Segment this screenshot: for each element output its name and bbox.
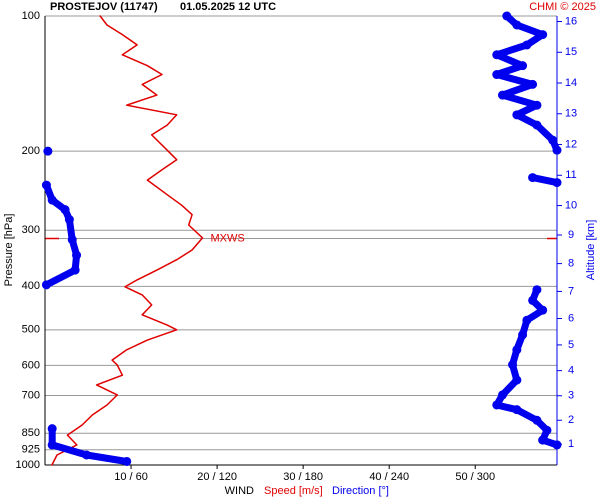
direction-point [512, 110, 522, 120]
y2-tick-label: 4 [568, 365, 574, 377]
direction-point [528, 173, 538, 183]
direction-point [47, 440, 57, 450]
y-tick-label: 925 [22, 444, 40, 456]
direction-point [542, 425, 552, 435]
direction-point [532, 120, 542, 130]
direction-point [122, 456, 132, 466]
direction-point [522, 40, 532, 50]
y-axis-label: Pressure [hPa] [3, 214, 15, 287]
direction-point [528, 79, 538, 89]
y2-tick-label: 1 [568, 438, 574, 450]
direction-point [512, 20, 522, 30]
y2-tick-label: 13 [565, 108, 577, 120]
y2-tick-label: 11 [565, 169, 576, 181]
direction-point [548, 135, 558, 145]
x-tick-label: 20 / 120 [197, 471, 237, 483]
y2-tick-label: 14 [565, 77, 577, 89]
direction-point [492, 50, 502, 60]
direction-point [67, 235, 77, 245]
y2-tick-label: 9 [568, 229, 574, 241]
direction-point [492, 70, 502, 80]
x-axis-label: WIND [225, 485, 254, 497]
direction-point [532, 100, 542, 110]
y-tick-label: 500 [22, 324, 40, 336]
y2-tick-label: 3 [568, 390, 574, 402]
direction-line [42, 12, 561, 465]
direction-point [522, 315, 532, 325]
chart-subtitle: 01.05.2025 12 UTC [180, 1, 276, 13]
y-tick-label: 200 [22, 145, 40, 157]
speed-line [51, 15, 204, 466]
direction-point [538, 30, 548, 40]
direction-point [47, 195, 57, 205]
x-tick-label: 50 / 300 [455, 471, 495, 483]
direction-point [498, 90, 508, 100]
direction-point [64, 215, 74, 225]
y2-tick-label: 16 [565, 15, 577, 27]
direction-point [538, 435, 548, 445]
y-tick-label: 700 [22, 389, 40, 401]
direction-point [47, 424, 57, 434]
direction-point [512, 375, 522, 385]
x-tick-label: 10 / 60 [114, 471, 148, 483]
direction-point [43, 146, 53, 156]
direction-point [552, 145, 562, 155]
chart-title: PROSTEJOV (11747) [50, 1, 158, 13]
direction-point [41, 180, 51, 190]
direction-point [538, 305, 548, 315]
y2-tick-label: 7 [568, 285, 574, 297]
direction-point [498, 390, 508, 400]
y-tick-label: 850 [22, 427, 40, 439]
y2-tick-label: 15 [565, 46, 577, 58]
direction-point [492, 400, 502, 410]
y2-tick-label: 5 [568, 339, 574, 351]
direction-point [508, 360, 518, 370]
y2-tick-label: 2 [568, 414, 574, 426]
y-tick-label: 100 [22, 10, 40, 22]
legend-entry: Direction [°] [332, 485, 389, 497]
y2-tick-label: 6 [568, 312, 574, 324]
direction-point [502, 11, 512, 21]
y-tick-label: 600 [22, 359, 40, 371]
direction-point [41, 280, 51, 290]
y2-tick-label: 12 [565, 138, 577, 150]
y-tick-label: 400 [22, 280, 40, 292]
y-tick-label: 1000 [16, 459, 40, 471]
direction-point [70, 265, 80, 275]
direction-point [512, 405, 522, 415]
y-tick-label: 300 [22, 224, 40, 236]
direction-point [518, 330, 528, 340]
credit: CHMI © 2025 [529, 1, 596, 13]
direction-point [532, 285, 542, 295]
x-tick-label: 40 / 240 [369, 471, 409, 483]
y2-axis-label: Altitude [km] [585, 220, 597, 281]
x-tick-label: 30 / 180 [283, 471, 323, 483]
y2-tick-label: 10 [565, 199, 577, 211]
max-wind-label: MXWS [210, 232, 244, 244]
direction-point [72, 250, 82, 260]
legend-entry: Speed [m/s] [264, 485, 323, 497]
y2-tick-label: 8 [568, 258, 574, 270]
direction-point [512, 345, 522, 355]
direction-point [552, 178, 562, 188]
direction-point [518, 61, 528, 71]
direction-point [82, 450, 92, 460]
direction-point [60, 205, 70, 215]
direction-point [528, 295, 538, 305]
direction-point [532, 415, 542, 425]
direction-point [552, 440, 562, 450]
